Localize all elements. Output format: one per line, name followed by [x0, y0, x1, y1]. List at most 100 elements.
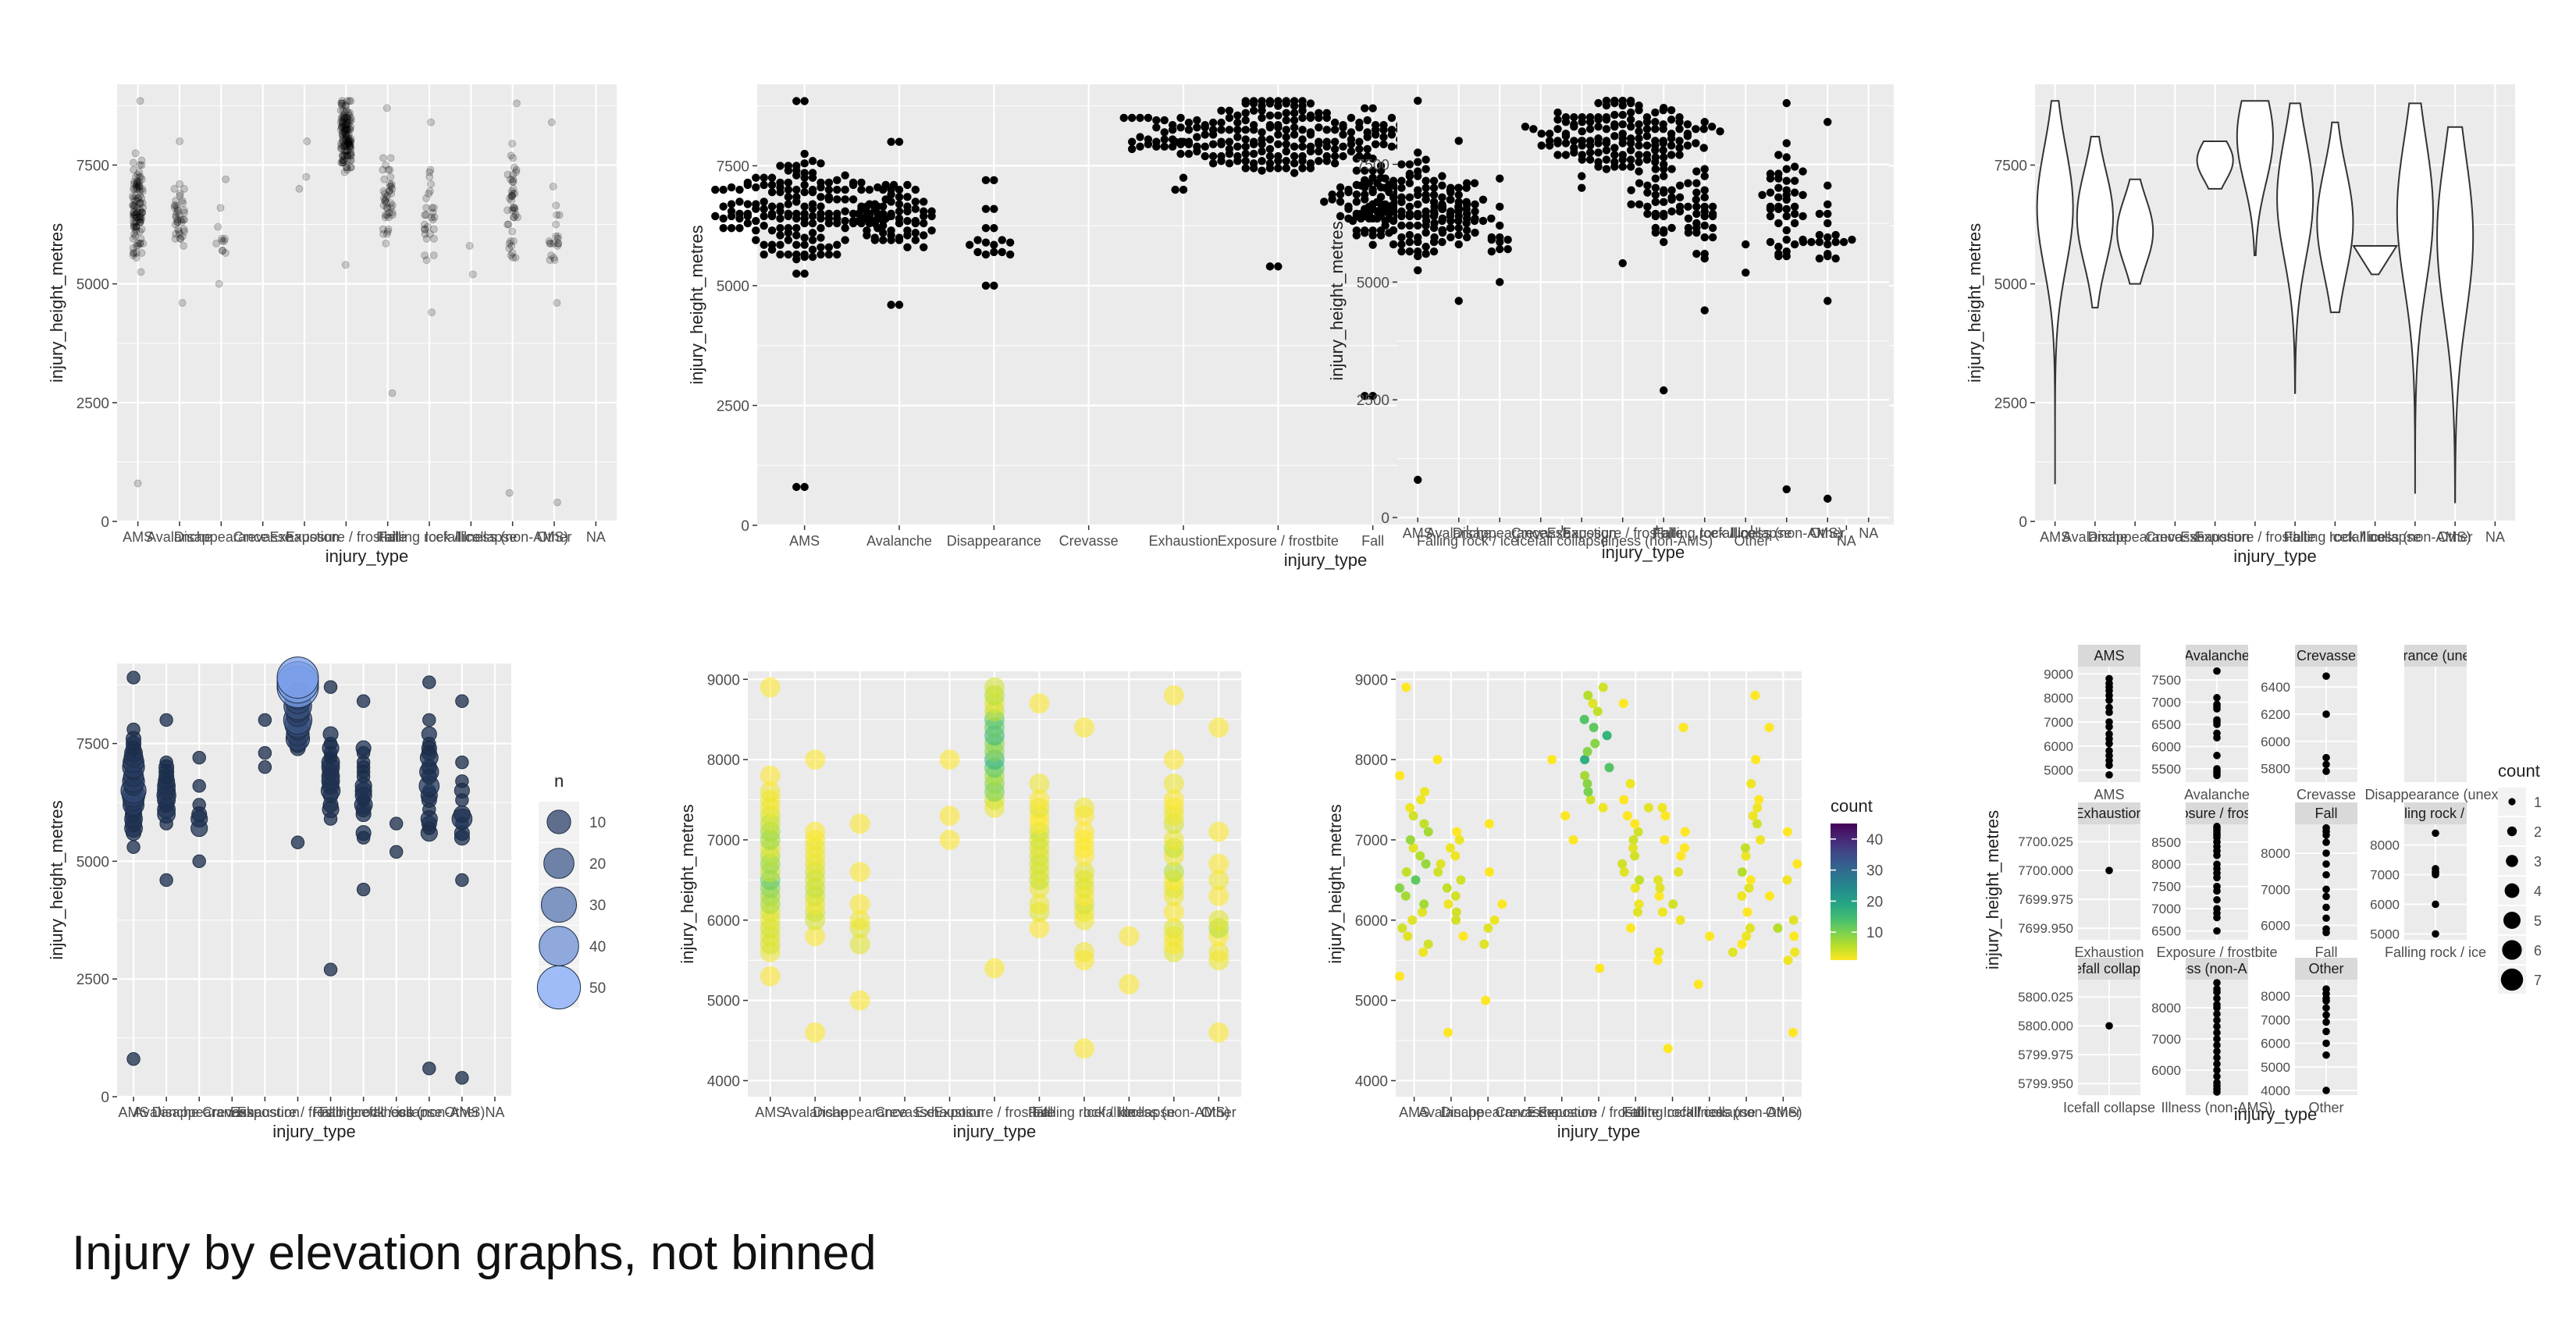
data-point [1405, 834, 1415, 845]
data-point [421, 225, 429, 233]
x-tick-label: AMS [119, 1105, 149, 1120]
data-point [346, 142, 354, 151]
x-tick-label: Other [1810, 525, 1845, 541]
x-axis-title: injury_type [1602, 542, 1685, 562]
facet-x-label: Crevasse [2297, 787, 2356, 802]
x-tick-label: Crevasse [2145, 529, 2204, 545]
data-point [339, 113, 347, 122]
data-point [1233, 142, 1242, 151]
data-point [180, 225, 188, 233]
data-point [1626, 146, 1635, 155]
data-point [1336, 197, 1345, 206]
facet-x-label: Avalanche [2184, 787, 2250, 802]
y-tick-label: 7500 [717, 158, 749, 175]
data-point [130, 211, 138, 219]
data-point [212, 240, 221, 247]
data-point [129, 192, 137, 200]
data-point [1029, 773, 1050, 794]
x-tick-label: AMS [1403, 525, 1433, 541]
data-point [1684, 223, 1693, 233]
data-point [509, 175, 518, 183]
data-point [192, 750, 206, 765]
data-point [1823, 297, 1832, 305]
data-point [132, 213, 141, 222]
data-point [792, 209, 801, 219]
data-point [342, 163, 350, 172]
data-point [1414, 251, 1422, 261]
data-point [792, 185, 801, 194]
data-point [1643, 188, 1652, 197]
data-point [1618, 162, 1627, 171]
data-point [179, 215, 187, 224]
data-point [1241, 164, 1250, 173]
data-point [1742, 240, 1750, 249]
data-point [776, 240, 785, 249]
data-point [760, 765, 781, 786]
data-point [303, 137, 311, 145]
data-point [808, 252, 817, 261]
data-point [1397, 193, 1406, 201]
data-point [1773, 923, 1783, 934]
data-point [390, 816, 404, 831]
data-point [1265, 123, 1275, 132]
chart-panel-beeswarm-compact: 0250050007500AMSAvalancheDisappearanceCr… [1327, 84, 1889, 562]
data-point [509, 170, 518, 179]
data-point [131, 192, 140, 200]
data-point [1249, 106, 1258, 115]
data-point [341, 108, 349, 117]
data-point [1560, 811, 1571, 821]
data-point [1421, 190, 1430, 199]
data-point [1429, 247, 1439, 256]
data-point [1642, 118, 1652, 126]
data-point [895, 200, 904, 208]
data-point [129, 244, 137, 252]
data-point [192, 854, 206, 869]
facet-y-tick-label: 6000 [2151, 739, 2181, 754]
data-point [336, 144, 345, 153]
data-point [1610, 111, 1619, 119]
data-point [465, 242, 474, 250]
data-point [1423, 827, 1433, 837]
y-tick-label: 5000 [1357, 275, 1389, 291]
data-point [1618, 120, 1627, 129]
facet-y-tick-label: 8000 [2151, 1001, 2181, 1016]
data-point [1397, 160, 1406, 169]
data-point [863, 202, 871, 211]
data-point [455, 755, 469, 770]
data-point [176, 234, 185, 243]
y-axis-title: injury_height_metres [1325, 804, 1345, 963]
facet-x-label: Exhaustion [2074, 944, 2144, 960]
chart-panel-count-size: 0250050007500AMSAvalancheDisappearanceCr… [47, 656, 606, 1141]
data-point [1430, 233, 1439, 242]
data-point [511, 190, 519, 197]
data-point [1430, 219, 1439, 228]
plot-panel [117, 663, 511, 1097]
data-point [343, 125, 352, 133]
data-point [792, 254, 801, 264]
data-point [1626, 123, 1635, 131]
data-point [341, 120, 350, 129]
data-point [1766, 237, 1775, 247]
data-point [131, 225, 140, 233]
violin-shape [2196, 141, 2234, 190]
data-point [752, 183, 760, 192]
y-tick-label: 5000 [1355, 994, 1388, 1010]
data-point [1152, 123, 1161, 132]
data-point [849, 195, 858, 204]
data-point [1848, 235, 1856, 244]
y-tick-label: 9000 [1355, 672, 1388, 688]
data-point [1651, 137, 1660, 145]
y-tick-label: 7500 [76, 737, 109, 753]
data-point [422, 234, 431, 243]
data-point [131, 211, 140, 219]
x-tick-label: Exhaustion [1527, 1105, 1596, 1120]
data-point [1635, 200, 1644, 209]
y-tick-label: 5000 [76, 277, 109, 293]
data-point [133, 177, 141, 186]
data-point [1184, 149, 1194, 158]
data-point [1643, 802, 1653, 813]
data-point [1368, 104, 1377, 112]
data-point [172, 213, 180, 222]
data-point [1217, 137, 1226, 146]
legend-key [2503, 912, 2521, 929]
